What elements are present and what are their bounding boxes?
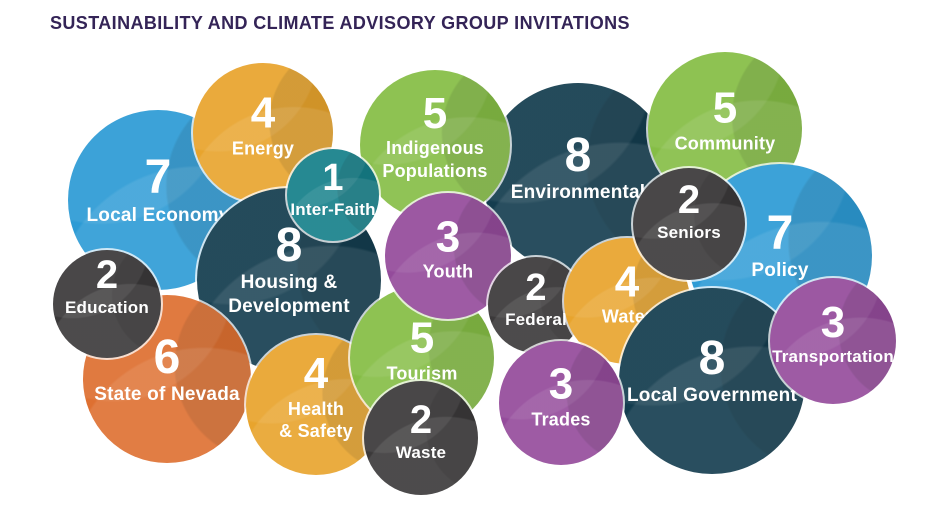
bubble-label: Housing & Development: [228, 271, 350, 319]
bubble-trades: 3 Trades: [499, 341, 623, 465]
bubble-label: Local Government: [627, 384, 797, 408]
bubble-text: 8 Local Government: [627, 331, 797, 408]
bubble-label-line: Housing &: [240, 272, 338, 294]
bubble-label-line: Trades: [531, 408, 591, 429]
bubble-value: 8: [275, 218, 303, 272]
bubble-label-line: Energy: [231, 138, 295, 159]
bubble-text: 7 Policy: [751, 206, 808, 283]
bubble-label-line: Indigenous: [385, 138, 484, 159]
bubble-value: 8: [698, 331, 726, 385]
bubble-label: Energy: [232, 137, 294, 160]
bubble-label-line: Federal: [505, 310, 567, 330]
bubble-label-line: Populations: [382, 160, 488, 181]
bubble-label: State of Nevada: [94, 383, 240, 407]
bubble-text: 5 Indigenous Populations: [382, 88, 487, 183]
bubble-value: 7: [766, 206, 794, 260]
bubble-value: 7: [144, 150, 172, 204]
bubble-label: Environmental: [511, 181, 646, 205]
bubble-value: 4: [303, 349, 329, 399]
bubble-value: 6: [153, 330, 181, 384]
bubble-label-line: Youth: [422, 261, 474, 282]
bubble-text: 1 Inter-Faith: [290, 157, 375, 220]
bubble-label-line: State of Nevada: [94, 384, 240, 406]
bubble-label-line: Local Economy: [86, 204, 230, 226]
chart-title: SUSTAINABILITY AND CLIMATE ADVISORY GROU…: [50, 13, 630, 33]
bubble-text: 6 State of Nevada: [94, 330, 240, 407]
bubble-label-line: Local Government: [626, 385, 798, 407]
bubble-label-line: Environmental: [510, 181, 646, 203]
bubble-value: 2: [525, 267, 547, 310]
bubble-text: 2 Waste: [396, 398, 446, 463]
bubble-label: Waste: [396, 442, 446, 463]
bubble-text: 8 Environmental: [511, 128, 646, 205]
bubble-value: 1: [322, 157, 344, 200]
bubble-waste: 2 Waste: [364, 381, 478, 495]
bubble-value: 5: [422, 88, 448, 138]
bubble-text: 3 Youth: [423, 212, 474, 284]
bubble-label: Seniors: [657, 222, 721, 243]
bubble-label: Transportation: [772, 346, 894, 367]
bubble-value: 2: [409, 398, 433, 443]
bubble-label-line: Policy: [751, 260, 809, 282]
bubble-text: 5 Community: [675, 83, 776, 155]
bubble-label-line: Inter-Faith: [290, 200, 376, 220]
bubble-value: 3: [820, 297, 846, 347]
bubble-education: 2 Education: [53, 250, 161, 358]
bubble-label-line: Transportation: [772, 347, 894, 367]
bubble-transportation: 3 Transportation: [770, 278, 896, 404]
bubble-value: 4: [614, 257, 640, 307]
bubble-value: 3: [435, 212, 461, 262]
bubble-value: 5: [712, 83, 738, 133]
bubble-text: 3 Transportation: [772, 297, 894, 368]
bubble-text: 4 Energy: [232, 88, 294, 160]
bubble-label: Local Economy: [86, 203, 229, 227]
bubble-label-line: Health: [287, 398, 345, 419]
bubble-inter-faith: 1 Inter-Faith: [287, 149, 379, 241]
bubble-text: 5 Tourism: [386, 313, 457, 385]
bubble-label: Tourism: [386, 362, 457, 385]
bubble-label: Community: [675, 132, 776, 155]
bubble-seniors: 2 Seniors: [633, 168, 745, 280]
bubble-label: Federal: [505, 309, 567, 330]
bubble-label-line: Seniors: [657, 222, 721, 242]
bubble-label: Youth: [423, 261, 474, 284]
bubble-label: Policy: [751, 259, 808, 283]
bubble-text: 2 Federal: [505, 267, 567, 330]
bubble-text: 4 Health & Safety: [279, 349, 353, 443]
bubble-label-line: Education: [65, 297, 149, 317]
bubble-text: 2 Education: [65, 252, 149, 318]
bubble-text: 7 Local Economy: [86, 150, 229, 227]
bubble-label: Trades: [531, 408, 590, 431]
bubble-label-line: Development: [228, 296, 350, 318]
bubble-label-line: Community: [674, 133, 776, 154]
bubble-value: 5: [409, 313, 435, 363]
bubble-text: 8 Housing & Development: [228, 218, 350, 319]
bubble-label: Education: [65, 297, 149, 318]
bubble-label-line: Tourism: [386, 362, 458, 383]
bubble-label-line: Waste: [395, 443, 447, 463]
bubble-label-line: & Safety: [279, 421, 353, 442]
bubble-value: 4: [250, 88, 276, 138]
bubble-value: 3: [548, 359, 574, 409]
bubble-value: 8: [564, 128, 592, 182]
bubble-label: Indigenous Populations: [382, 137, 487, 182]
bubble-label: Health & Safety: [279, 398, 353, 443]
bubble-value: 2: [95, 252, 119, 297]
bubble-value: 2: [677, 177, 701, 222]
bubble-text: 2 Seniors: [657, 177, 721, 243]
bubble-label: Inter-Faith: [290, 199, 375, 220]
bubble-text: 3 Trades: [531, 359, 590, 431]
